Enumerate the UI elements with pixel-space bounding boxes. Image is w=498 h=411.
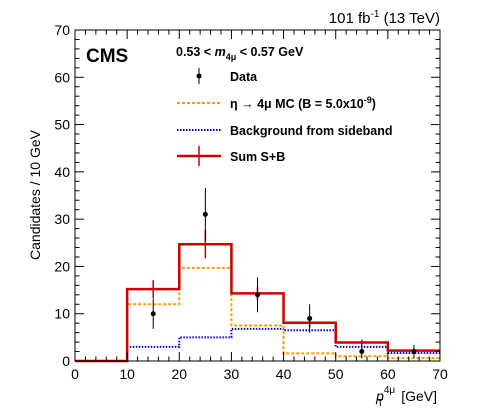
x-tick-label: 0 [71,366,79,382]
legend: Data η → 4μ MC (B = 5.0x10-9) Background… [177,68,393,166]
lumi-label: 101 fb-1 (13 TeV) [329,9,440,27]
y-tick-label: 30 [54,211,70,227]
legend-data-label: Data [230,70,258,84]
ticks-layer: 0 10 20 30 40 50 60 70 0 10 20 30 40 50 60 70 [54,22,448,382]
legend-entry-sum: Sum S+B [177,146,285,166]
x-tick-label: 20 [171,366,187,382]
y-tick-label: 60 [54,69,70,85]
data-points-layer [150,187,417,359]
legend-entry-background: Background from sideband [177,124,393,138]
data-point [411,349,417,355]
y-tick-label: 20 [54,258,70,274]
x-axis-title: p4μ T [GeV] [375,385,437,409]
plot-frame [74,29,441,362]
background-histogram [75,327,440,362]
y-tick-label: 70 [54,22,70,38]
y-tick-label: 50 [54,117,70,133]
data-point [255,292,260,298]
legend-signal-label: η → 4μ MC (B = 5.0x10-9) [230,95,376,111]
y-axis-title: Candidates / 10 GeV [27,129,43,260]
x-tick-label: 70 [432,366,448,382]
data-point [359,349,365,355]
signal-histogram [75,266,440,362]
legend-background-label: Background from sideband [230,124,393,138]
legend-entry-signal: η → 4μ MC (B = 5.0x10-9) [177,95,376,111]
legend-sum-label: Sum S+B [230,150,285,164]
x-tick-label: 10 [119,366,135,382]
data-point [150,311,156,317]
data-point [307,315,313,321]
x-tick-label: 50 [328,366,344,382]
x-tick-label: 30 [224,366,240,382]
y-tick-label: 40 [54,164,70,180]
y-tick-label: 0 [62,353,70,369]
data-point [202,211,208,217]
experiment-label: CMS [86,46,128,67]
y-tick-label: 10 [54,306,70,322]
selection-cut: 0.53 < m4μ < 0.57 GeV [176,45,304,62]
x-tick-label: 60 [380,366,396,382]
legend-entry-data: Data [196,68,258,84]
legend-data-marker [196,73,202,79]
x-tick-label: 40 [276,366,292,382]
